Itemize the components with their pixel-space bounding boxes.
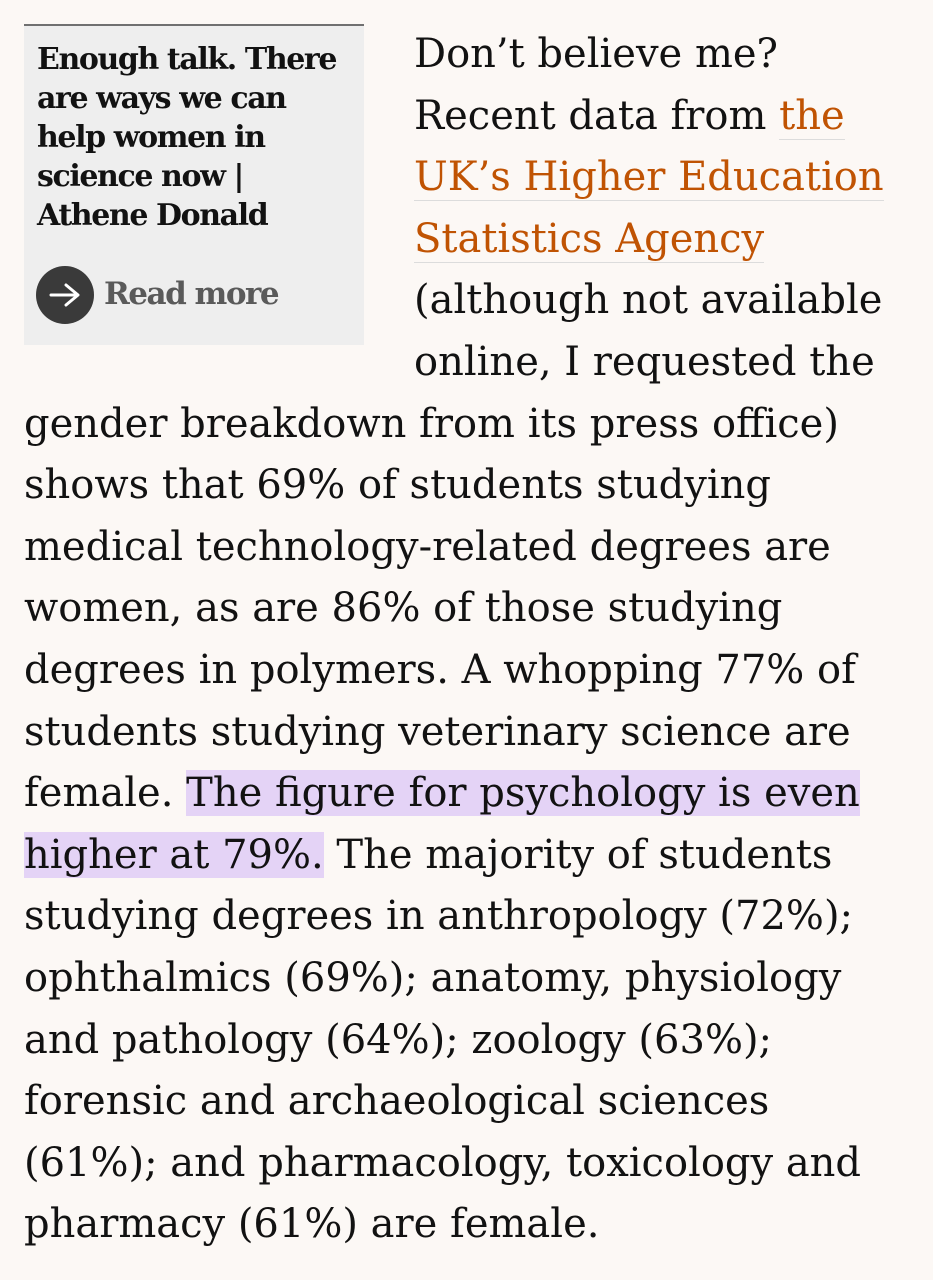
- arrow-right-icon[interactable]: [36, 265, 94, 324]
- related-article-title[interactable]: Enough talk. There are ways we can help …: [37, 42, 337, 233]
- related-article-card[interactable]: Enough talk. There are ways we can help …: [24, 24, 364, 345]
- article-body: Enough talk. There are ways we can help …: [24, 24, 894, 1256]
- read-more-label[interactable]: Read more: [104, 276, 280, 312]
- read-more-button[interactable]: Read more: [36, 264, 280, 326]
- hesa-link[interactable]: the UK’s Higher Education Statistics Age…: [414, 92, 884, 263]
- paragraph-text-2: (although not available online, I reques…: [24, 277, 883, 817]
- paragraph-text-1: Don’t believe me? Recent data from: [414, 31, 780, 139]
- paragraph-text-3: The majority of students studying degree…: [24, 831, 862, 1248]
